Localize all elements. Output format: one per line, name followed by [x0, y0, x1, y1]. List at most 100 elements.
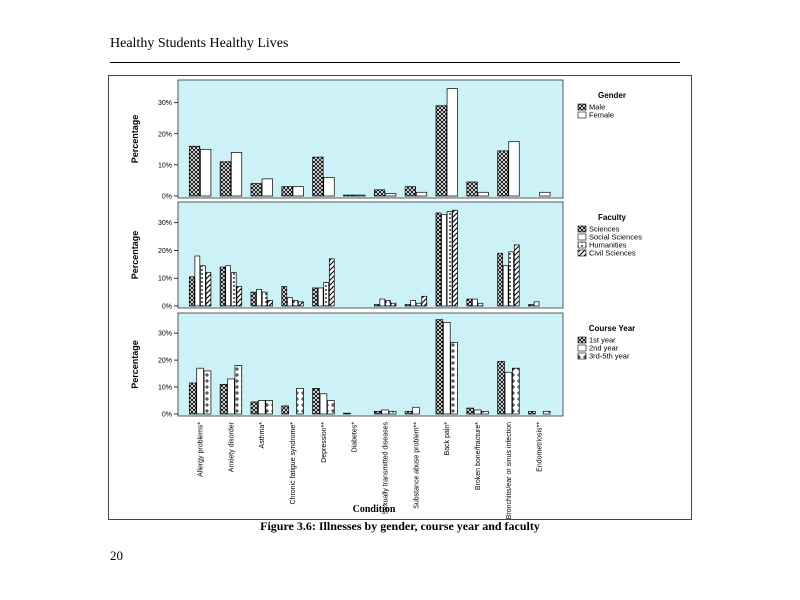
bar-humanities — [200, 265, 206, 307]
bar-male — [250, 183, 262, 197]
bar-sciences — [497, 252, 503, 307]
category-label: Depression** — [321, 422, 328, 463]
y-tick-label: 0% — [162, 304, 172, 311]
bar-male — [219, 161, 231, 197]
legend-swatch — [577, 241, 587, 249]
figure-caption: Figure 3.6: Illnesses by gender, course … — [260, 519, 540, 533]
legend-swatch — [577, 344, 587, 352]
bar-civil-sciences — [513, 244, 520, 307]
bar-male — [404, 186, 416, 197]
bar-1st-year — [219, 384, 228, 415]
bar-sciences — [312, 287, 318, 307]
y-axis-label: Percentage — [130, 340, 140, 389]
bar-male — [466, 181, 478, 197]
bar-3rd-5th-year — [481, 410, 489, 415]
bar-social-sciences — [256, 288, 262, 307]
category-label: Substance abuse problem** — [413, 422, 420, 509]
bar-female — [261, 178, 273, 197]
bar-civil-sciences — [328, 258, 335, 307]
bar-sciences — [404, 304, 411, 307]
category-label: Endometriosis** — [537, 422, 544, 472]
bar-humanities — [261, 291, 268, 307]
legend-entry: Civil Sciences — [589, 249, 636, 258]
category-label: Bronchitis/ear or sinus infection — [506, 422, 513, 519]
bar-3rd-5th-year — [265, 400, 273, 415]
bar-sciences — [528, 304, 534, 307]
bar-1st-year — [373, 410, 382, 415]
y-tick-label: 30% — [158, 100, 172, 107]
bar-1st-year — [188, 382, 197, 415]
bar-2nd-year — [381, 409, 389, 415]
running-head: Healthy Students Healthy Lives — [110, 36, 289, 51]
y-tick-label: 20% — [158, 358, 172, 365]
bar-social-sciences — [410, 300, 417, 307]
legend-entry: Humanities — [589, 241, 627, 250]
y-axis-label: Percentage — [130, 115, 140, 164]
category-label: Sexually transmitted diseases — [382, 422, 389, 515]
page-number: 20 — [110, 548, 123, 563]
course-year-chart: 0% 10% 20% 30% Percentage Course Year 1st year… — [130, 312, 636, 419]
bar-male — [312, 156, 324, 197]
bar-civil-sciences — [267, 300, 273, 307]
faculty-chart: 0% 10% 20% 30% Percentage Faculty SciencesSoci… — [130, 201, 642, 311]
y-tick-label: 30% — [158, 220, 172, 227]
legend-swatch — [577, 103, 587, 111]
bar-sciences — [466, 298, 473, 307]
legend-swatch — [577, 233, 587, 241]
bar-2nd-year — [412, 406, 420, 415]
bar-social-sciences — [441, 213, 447, 307]
bar-social-sciences — [533, 301, 540, 307]
bar-humanities — [385, 300, 391, 307]
bar-female — [385, 193, 397, 197]
bar-sciences — [435, 212, 442, 307]
y-tick-label: 20% — [158, 131, 172, 138]
bar-civil-sciences — [236, 286, 243, 307]
category-labels: Allergy problems* Anxiety disorder Asthma*… — [197, 421, 543, 519]
bar-1st-year — [435, 319, 444, 415]
bar-social-sciences — [379, 298, 386, 307]
bar-female — [292, 186, 304, 197]
legend-swatch — [577, 336, 587, 344]
y-tick-label: 30% — [158, 331, 172, 338]
bar-civil-sciences — [390, 302, 397, 307]
bar-humanities — [415, 302, 422, 307]
y-tick-label: 10% — [158, 162, 172, 169]
bar-3rd-5th-year — [512, 367, 520, 415]
y-tick-label: 10% — [158, 276, 172, 283]
bar-female — [200, 148, 212, 197]
bar-sciences — [188, 276, 195, 307]
bar-1st-year — [466, 407, 474, 415]
legend-entry: Female — [589, 111, 614, 120]
bar-1st-year — [343, 412, 351, 415]
bar-2nd-year — [473, 409, 482, 415]
legend-entry: Social Sciences — [589, 233, 642, 242]
y-axis-label: Percentage — [130, 231, 140, 280]
legend-entry: 3rd-5th year — [589, 352, 630, 361]
bar-social-sciences — [287, 297, 293, 307]
legend-swatch — [577, 111, 587, 119]
bar-male — [497, 150, 509, 197]
bar-humanities — [292, 300, 299, 307]
bar-female — [354, 194, 366, 197]
bar-male — [373, 189, 386, 197]
bar-3rd-5th-year — [203, 370, 212, 415]
bar-humanities — [446, 211, 453, 307]
bar-civil-sciences — [205, 272, 212, 307]
y-tick-label: 0% — [162, 412, 172, 419]
x-axis-title: Condition — [353, 504, 396, 515]
figure-frame — [108, 75, 692, 520]
bar-female — [539, 191, 551, 197]
bar-humanities — [230, 272, 237, 307]
bar-female — [323, 176, 335, 197]
bar-2nd-year — [443, 322, 451, 415]
bar-female — [508, 141, 520, 197]
bar-2nd-year — [196, 367, 204, 415]
bar-2nd-year — [227, 378, 235, 415]
bar-humanities — [477, 302, 484, 307]
bar-sciences — [373, 304, 380, 307]
legend-title: Course Year — [589, 324, 636, 333]
bar-female — [477, 191, 489, 197]
bar-humanities — [323, 282, 330, 307]
bar-social-sciences — [194, 255, 201, 307]
